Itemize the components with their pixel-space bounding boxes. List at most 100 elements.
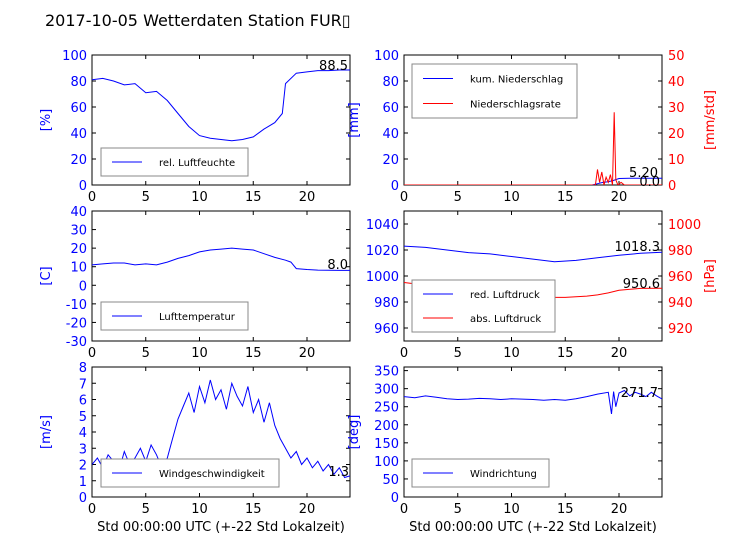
legend-box <box>411 279 556 333</box>
y2-tick-label: 940 <box>668 296 693 311</box>
y-tick-label: 40 <box>70 205 87 220</box>
x-tick-label: 15 <box>557 190 574 205</box>
series-line-wind_direction <box>404 389 662 414</box>
x-tick-label: 10 <box>191 190 208 205</box>
y-tick-label: 7 <box>79 377 87 392</box>
value-label: 0.0 <box>639 175 660 190</box>
value-label: 1.3 <box>328 465 349 480</box>
y-tick-label: 960 <box>374 322 399 337</box>
x-tick-label: 20 <box>299 190 316 205</box>
y-tick-label: 980 <box>374 296 399 311</box>
y-tick-label: 10 <box>70 261 87 276</box>
y2-axis-label: [hPa] <box>703 259 718 293</box>
y-tick-label: 2 <box>79 459 87 474</box>
y-tick-label: 150 <box>374 437 399 452</box>
y-axis-label: [C] <box>39 266 54 285</box>
y-tick-label: 20 <box>70 242 87 257</box>
legend: rel. Luftfeuchte <box>100 147 249 177</box>
y-tick-label: 40 <box>382 127 399 142</box>
legend-label: abs. Luftdruck <box>470 314 541 325</box>
x-tick-label: 0 <box>400 190 408 205</box>
legend: red. Luftdruck abs. Luftdruck <box>411 279 556 333</box>
y-tick-label: 5 <box>79 410 87 425</box>
y-tick-label: 0 <box>391 491 399 506</box>
y-tick-label: 60 <box>70 101 87 116</box>
y-axis-label: [mm] <box>347 102 362 137</box>
y2-tick-label: 980 <box>668 244 693 259</box>
chart-temperature: 0 5 10 15 20 -30 -20 -10 0 10 20 30 40 [C] 8.0 Lufttemp… <box>39 205 351 361</box>
y-axis-label: [deg] <box>347 415 362 450</box>
legend-label: Windgeschwindigkeit <box>159 469 265 480</box>
y2-tick-label: 20 <box>668 127 685 142</box>
y2-tick-label: 1000 <box>668 218 701 233</box>
y-tick-label: -30 <box>66 335 87 350</box>
x-tick-label: 5 <box>142 190 150 205</box>
y-tick-label: 300 <box>374 383 399 398</box>
legend: kum. Niederschlag Niederschlagsrate <box>411 63 578 119</box>
y-tick-label: 0 <box>391 179 399 194</box>
value-label: 8.0 <box>327 258 348 273</box>
y-tick-label: 100 <box>374 49 399 64</box>
series-line-pressure <box>404 245 662 263</box>
y-tick-label: 1040 <box>366 218 399 233</box>
y-tick-label: 0 <box>79 491 87 506</box>
plot-frame <box>403 366 663 498</box>
legend-box <box>411 63 578 119</box>
x-axis-label: Std 00:00:00 UTC (+-22 Std Lokalzeit) <box>409 520 657 535</box>
legend-label: rel. Luftfeuchte <box>159 158 235 169</box>
x-tick-label: 0 <box>88 502 96 517</box>
figure-title: 2017-10-05 Wetterdaten Station FUR▯ <box>45 11 351 30</box>
y-tick-label: 40 <box>70 127 87 142</box>
y-tick-label: 4 <box>79 426 87 441</box>
y-tick-label: 80 <box>382 75 399 90</box>
series-line-precipitation <box>404 112 662 185</box>
legend-label: Niederschlagsrate <box>470 100 561 111</box>
y2-tick-label: 920 <box>668 322 693 337</box>
x-tick-label: 5 <box>454 502 462 517</box>
x-tick-label: 10 <box>503 502 520 517</box>
y-tick-label: 100 <box>374 455 399 470</box>
y-tick-label: 20 <box>382 153 399 168</box>
y2-tick-label: 50 <box>668 49 685 64</box>
x-tick-label: 0 <box>88 190 96 205</box>
x-tick-label: 20 <box>611 502 628 517</box>
series-line-temperature <box>92 247 350 271</box>
x-tick-label: 5 <box>454 190 462 205</box>
x-tick-label: 5 <box>454 346 462 361</box>
y-tick-label: 60 <box>382 101 399 116</box>
y-tick-label: -10 <box>66 298 87 313</box>
y2-tick-label: 10 <box>668 153 685 168</box>
y-tick-label: 100 <box>62 49 87 64</box>
y2-tick-label: 30 <box>668 101 685 116</box>
x-tick-label: 15 <box>245 346 262 361</box>
y-axis-label: [%] <box>39 109 54 132</box>
y2-tick-label: 40 <box>668 75 685 90</box>
chart-humidity: 0 5 10 15 20 0 20 40 60 80 100 [%] 88.5 rel. Luftfeuc… <box>39 49 351 205</box>
x-tick-label: 20 <box>611 346 628 361</box>
value-label: 271.7 <box>621 386 658 401</box>
y-tick-label: 80 <box>70 75 87 90</box>
x-tick-label: 20 <box>299 346 316 361</box>
x-tick-label: 15 <box>245 502 262 517</box>
y-tick-label: 1020 <box>366 244 399 259</box>
x-tick-label: 5 <box>142 346 150 361</box>
legend: Windrichtung <box>411 458 550 488</box>
chart-precipitation: 0 5 10 15 20 0 20 40 60 80 100 0 10 20 30 40 50 [mm/std] [… <box>347 49 718 205</box>
y-tick-label: 1000 <box>366 270 399 285</box>
y-tick-label: 30 <box>70 224 87 239</box>
y-tick-label: 0 <box>79 179 87 194</box>
y2-tick-label: 960 <box>668 270 693 285</box>
x-tick-label: 10 <box>503 190 520 205</box>
y-tick-label: 200 <box>374 419 399 434</box>
x-tick-label: 0 <box>400 346 408 361</box>
plot-frame <box>91 54 351 186</box>
x-tick-label: 10 <box>503 346 520 361</box>
x-tick-label: 20 <box>611 190 628 205</box>
x-tick-label: 15 <box>557 346 574 361</box>
legend: Lufttemperatur <box>100 301 249 331</box>
y-axis-label: [m/s] <box>39 415 54 449</box>
